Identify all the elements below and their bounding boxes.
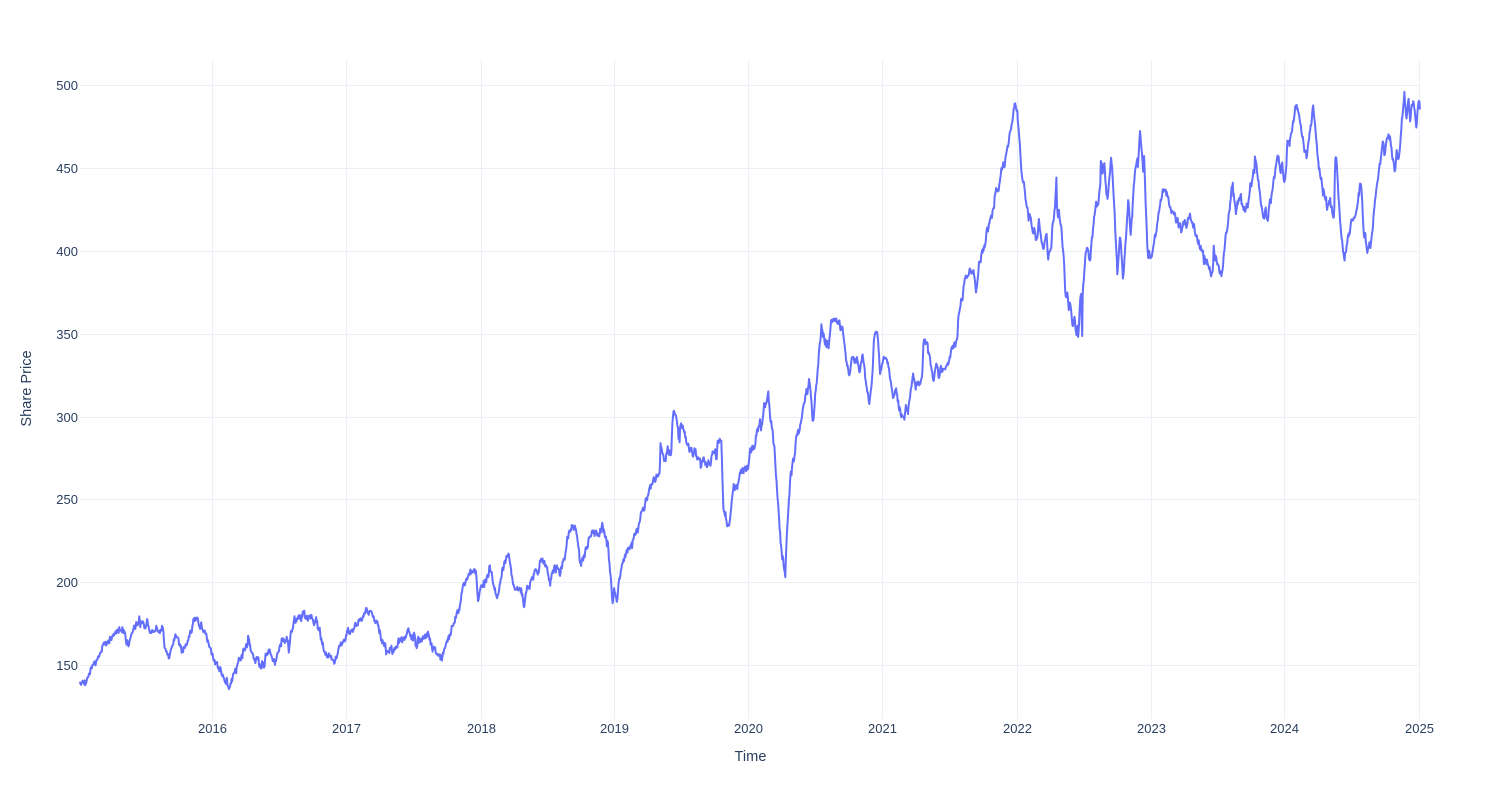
- svg-text:500: 500: [56, 78, 78, 93]
- svg-text:2024: 2024: [1270, 721, 1299, 736]
- svg-text:2017: 2017: [332, 721, 361, 736]
- svg-text:2025: 2025: [1405, 721, 1434, 736]
- svg-text:2022: 2022: [1003, 721, 1032, 736]
- svg-text:2021: 2021: [868, 721, 897, 736]
- svg-text:2019: 2019: [600, 721, 629, 736]
- svg-text:Share Price: Share Price: [19, 350, 35, 426]
- svg-text:2016: 2016: [198, 721, 227, 736]
- svg-text:300: 300: [56, 410, 78, 425]
- svg-text:450: 450: [56, 161, 78, 176]
- svg-text:350: 350: [56, 327, 78, 342]
- svg-text:2018: 2018: [467, 721, 496, 736]
- svg-text:Time: Time: [735, 749, 767, 765]
- svg-text:2020: 2020: [734, 721, 763, 736]
- svg-text:400: 400: [56, 244, 78, 259]
- svg-text:250: 250: [56, 492, 78, 507]
- svg-text:200: 200: [56, 575, 78, 590]
- svg-text:150: 150: [56, 658, 78, 673]
- svg-text:2023: 2023: [1137, 721, 1166, 736]
